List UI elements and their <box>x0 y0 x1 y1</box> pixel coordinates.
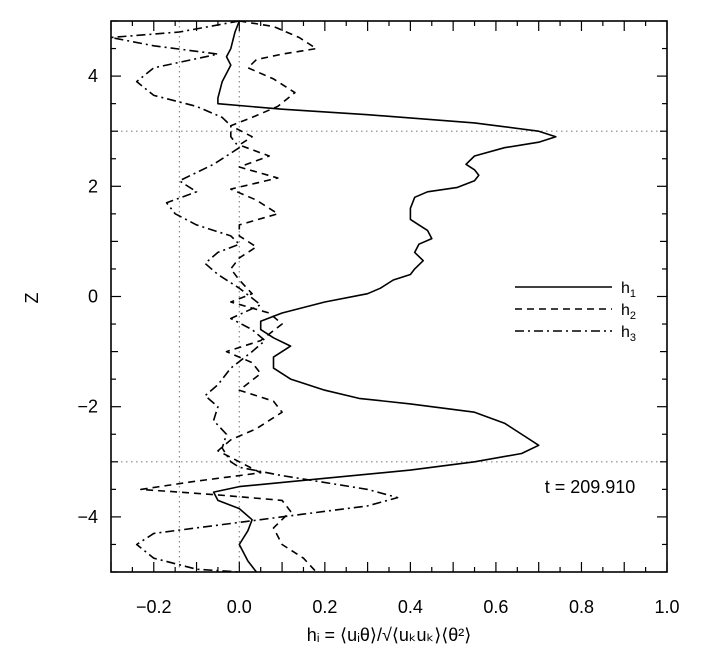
y-axis-label: Z <box>22 293 42 304</box>
x-tick-label: 0.0 <box>227 597 252 617</box>
x-tick-label: −0.2 <box>136 597 172 617</box>
legend-label-h3: h3 <box>621 324 636 344</box>
legend-label-h1: h1 <box>621 280 636 300</box>
series-layer <box>110 20 557 573</box>
y-tick-label: 2 <box>88 176 98 196</box>
legend-label-h2: h2 <box>621 302 636 322</box>
x-tick-label: 0.6 <box>483 597 508 617</box>
series-h1-line <box>212 20 557 573</box>
ticks-layer: −0.2 0.0 0.2 0.4 0.6 0.8 1.0 −4 −2 0 2 4 <box>77 20 680 617</box>
x-tick-label: 0.8 <box>569 597 594 617</box>
x-tick-label: 0.4 <box>398 597 423 617</box>
x-axis-label: hᵢ = ⟨uᵢθ⟩/√⟨uₖuₖ⟩⟨θ²⟩ <box>307 625 472 645</box>
y-tick-label: −2 <box>77 397 98 417</box>
y-tick-label: 4 <box>88 66 98 86</box>
reference-lines <box>111 21 667 572</box>
x-tick-label: 0.2 <box>312 597 337 617</box>
y-tick-label: 0 <box>88 287 98 307</box>
time-annotation: t = 209.910 <box>545 477 636 497</box>
x-tick-label: 1.0 <box>654 597 679 617</box>
series-h2-line <box>140 20 318 573</box>
y-tick-label: −4 <box>77 507 98 527</box>
